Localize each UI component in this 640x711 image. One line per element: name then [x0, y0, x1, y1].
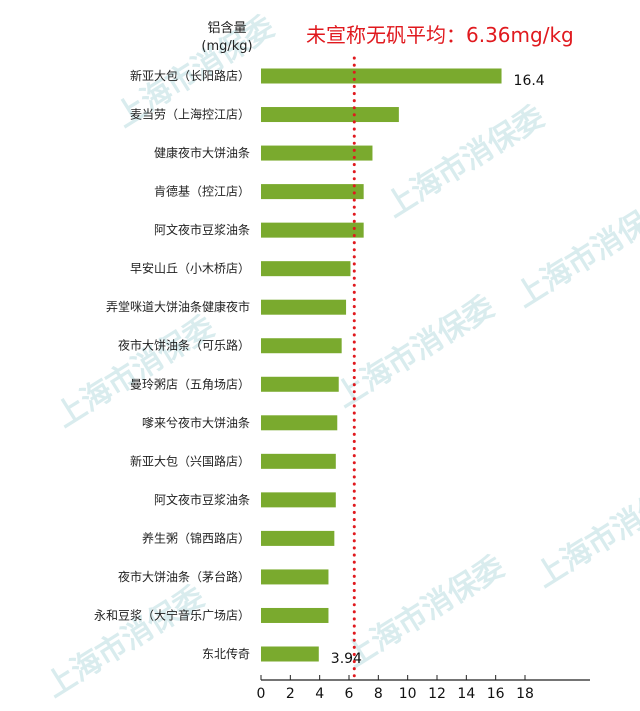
ylabel-line-2: (mg/kg)	[201, 39, 252, 54]
category-label: 东北传奇	[202, 646, 250, 661]
average-annotation: 未宣称无矾平均：6.36mg/kg	[306, 23, 574, 47]
x-tick-label: 8	[374, 686, 383, 702]
bars	[261, 68, 502, 662]
watermark-text: 上海市消保委	[39, 579, 210, 704]
x-tick-label: 4	[315, 686, 324, 702]
category-label: 永和豆浆（大宁音乐广场店）	[94, 607, 250, 622]
bar	[261, 569, 329, 585]
watermark-text: 上海市消保委	[339, 549, 510, 674]
category-label: 阿文夜市豆浆油条	[154, 222, 250, 237]
data-label: 3.94	[331, 651, 362, 667]
x-tick-label: 16	[487, 686, 505, 702]
bar	[261, 415, 338, 431]
bar	[261, 453, 336, 469]
bar	[261, 222, 364, 238]
watermark-text: 上海市消保委	[379, 99, 550, 224]
category-label: 早安山丘（小木桥店）	[130, 261, 250, 276]
bar	[261, 68, 502, 84]
category-label: 健康夜市大饼油条	[154, 145, 250, 160]
bar	[261, 145, 373, 161]
bar	[261, 646, 319, 662]
x-tick-label: 0	[257, 686, 266, 702]
bar	[261, 107, 399, 123]
category-label: 肯德基（控江店）	[154, 184, 250, 199]
bar	[261, 492, 336, 508]
category-label: 嗲来兮夜市大饼油条	[142, 415, 250, 430]
x-ticks: 0 2 4 6 8 10 12 14 16 18	[257, 675, 534, 702]
bar	[261, 607, 329, 623]
category-label: 养生粥（锦西路店）	[142, 530, 250, 545]
category-label: 新亚大包（长阳路店）	[130, 68, 250, 83]
watermark-text: 上海市消保委	[509, 189, 640, 314]
bar	[261, 376, 339, 392]
bar	[261, 184, 364, 200]
category-label: 新亚大包（兴国路店）	[130, 453, 250, 468]
category-label: 夜市大饼油条（可乐路）	[118, 338, 250, 353]
category-label: 曼玲粥店（五角场店）	[130, 377, 250, 391]
bar	[261, 338, 342, 354]
x-tick-label: 2	[286, 686, 295, 702]
x-tick-label: 18	[516, 686, 534, 702]
category-label: 阿文夜市豆浆油条	[154, 492, 250, 507]
x-tick-label: 12	[428, 686, 446, 702]
x-tick-label: 14	[457, 686, 475, 702]
category-label: 夜市大饼油条（茅台路）	[118, 569, 250, 584]
ylabel-line-1: 铝含量	[207, 20, 246, 36]
watermark-text: 上海市消保委	[329, 289, 500, 414]
category-label: 弄堂咪道大饼油条健康夜市	[106, 299, 250, 314]
category-label: 麦当劳（上海控江店）	[130, 107, 250, 122]
bar	[261, 530, 335, 546]
bar	[261, 261, 351, 277]
watermark-text: 上海市消保委	[529, 469, 640, 594]
x-tick-label: 6	[345, 686, 354, 702]
bar	[261, 299, 347, 315]
x-tick-label: 10	[399, 686, 417, 702]
data-label: 16.4	[514, 73, 545, 89]
